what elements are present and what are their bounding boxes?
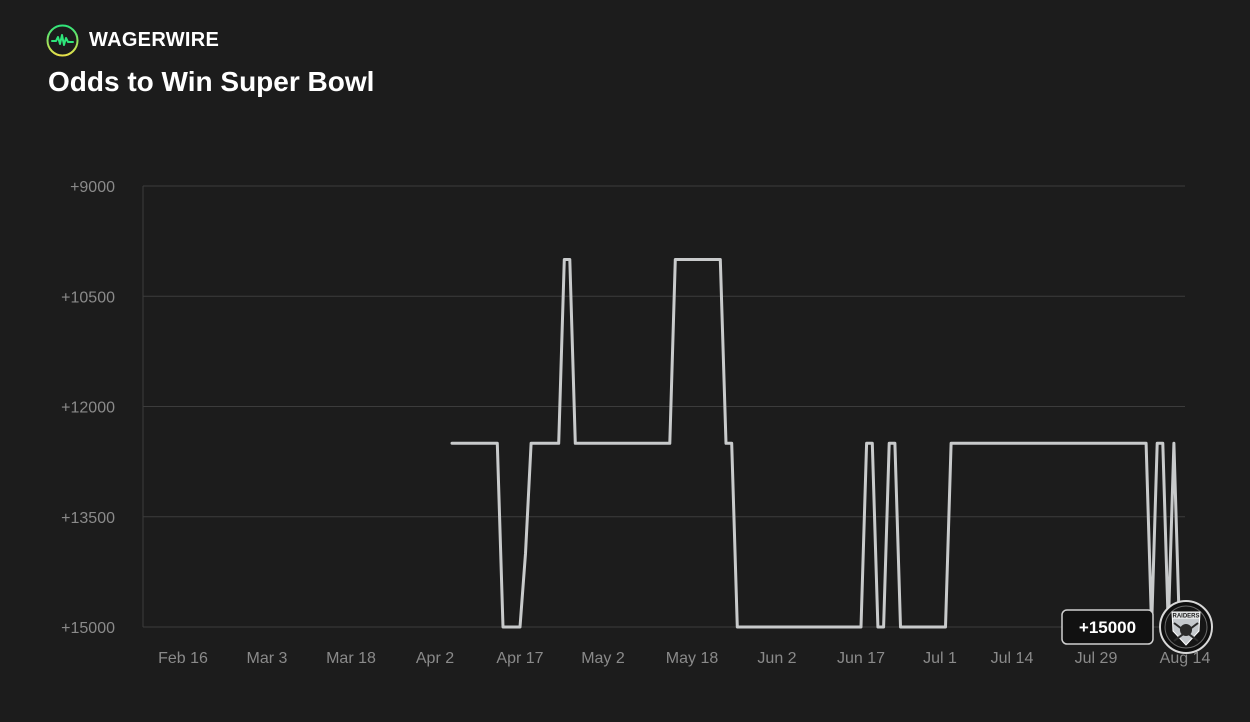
- x-tick-label: Apr 17: [496, 650, 543, 667]
- x-tick-label: Jun 17: [837, 650, 885, 667]
- badge-box: [1061, 609, 1154, 645]
- y-tick-label: +9000: [70, 179, 115, 196]
- logo-banner: [1173, 612, 1199, 619]
- x-tick-label: Apr 2: [416, 650, 454, 667]
- badge-value-label: +15000: [1079, 618, 1136, 637]
- wagerwire-logo-icon: [46, 24, 79, 57]
- team-logo: RAIDERS: [1159, 600, 1213, 654]
- y-tick-label: +10500: [61, 289, 115, 306]
- x-tick-label: Jul 14: [991, 650, 1034, 667]
- brand: WAGERWIRE: [46, 24, 219, 57]
- x-tick-label: Mar 3: [247, 650, 288, 667]
- x-tick-label: Mar 18: [326, 650, 376, 667]
- x-tick-label: Aug 14: [1160, 650, 1211, 667]
- brand-name: WAGERWIRE: [89, 29, 220, 51]
- y-tick-label: +13500: [61, 510, 115, 527]
- series-line-layer: [450, 258, 1181, 629]
- y-axis-ticks: +9000 +10500 +12000 +13500 +15000: [61, 179, 115, 637]
- page-title: Odds to Win Super Bowl: [48, 66, 375, 97]
- x-tick-label: Jul 29: [1075, 650, 1118, 667]
- x-tick-label: May 2: [581, 650, 625, 667]
- x-axis-ticks: Feb 16 Mar 3 Mar 18 Apr 2 Apr 17 May 2 May 18 J…: [158, 650, 1210, 667]
- grid-lines: [142, 185, 1185, 628]
- current-value-badge: +15000: [1061, 609, 1154, 645]
- logo-head: [1180, 624, 1192, 636]
- x-tick-label: May 18: [666, 650, 719, 667]
- logo-wordmark: RAIDERS: [1172, 614, 1199, 620]
- x-tick-label: Jun 2: [757, 650, 796, 667]
- x-tick-label: Feb 16: [158, 650, 208, 667]
- y-tick-label: +15000: [61, 620, 115, 637]
- y-tick-label: +12000: [61, 400, 115, 417]
- x-tick-label: Jul 1: [923, 650, 957, 667]
- series-line: [450, 258, 1181, 629]
